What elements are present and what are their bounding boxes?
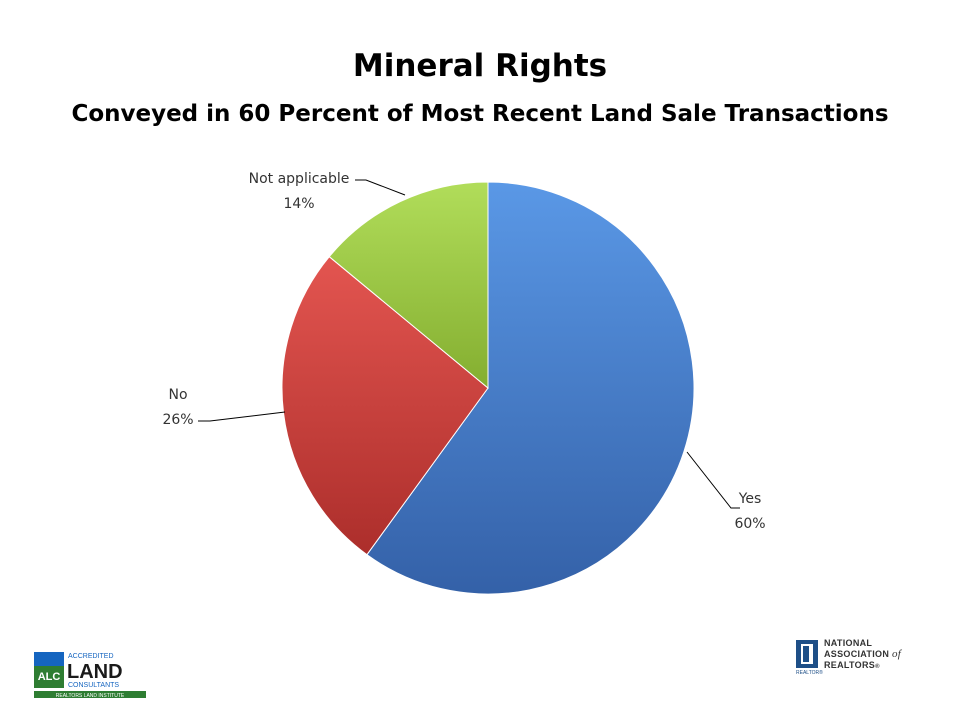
pie-slice-yes	[366, 181, 695, 595]
slice-label-percent: 14%	[283, 196, 314, 212]
slice-label-percent: 26%	[162, 412, 193, 428]
leader-line-no	[198, 411, 286, 422]
pie-slice-not-applicable	[328, 181, 489, 390]
slice-label-name: No	[168, 387, 187, 403]
pie-slice-no	[281, 255, 489, 556]
slice-label-name: Yes	[738, 491, 762, 507]
svg-text:ACCREDITED: ACCREDITED	[68, 653, 114, 660]
leader-line-yes	[686, 451, 740, 509]
svg-text:REALTORS LAND INSTITUTE: REALTORS LAND INSTITUTE	[56, 693, 125, 699]
nar-logo: REALTOR® NATIONAL ASSOCIATION of REALTORS®	[796, 638, 902, 676]
alc-logo: ALC ACCREDITED LAND CONSULTANTS REALTORS…	[34, 652, 146, 699]
chart-subtitle: Conveyed in 60 Percent of Most Recent La…	[71, 101, 889, 127]
svg-text:LAND: LAND	[67, 661, 123, 683]
slice-label-percent: 60%	[734, 516, 765, 532]
slice-label-name: Not applicable	[249, 171, 350, 187]
leader-line-not-applicable	[355, 179, 406, 196]
svg-text:ALC: ALC	[38, 671, 61, 683]
realtor-r-icon	[796, 640, 818, 668]
chart-title: Mineral Rights	[352, 48, 608, 84]
svg-text:CONSULTANTS: CONSULTANTS	[68, 682, 119, 689]
